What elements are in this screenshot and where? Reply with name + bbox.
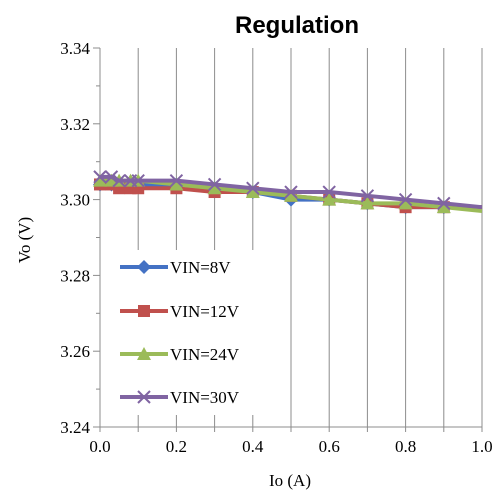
legend-entry-3: VIN=24V bbox=[120, 345, 240, 364]
data-point-x-stroke bbox=[246, 181, 260, 195]
x-tick-label: 0.2 bbox=[166, 437, 187, 456]
data-point-x bbox=[112, 173, 126, 188]
tick-labels: 3.24 3.26 3.28 3.30 3.32 3.34 0.0 0.2 0.4 0.6 0.8 1… bbox=[60, 39, 492, 456]
series-4 bbox=[93, 170, 483, 211]
chart-title: Regulation bbox=[235, 12, 359, 39]
data-point-x-stroke bbox=[112, 173, 126, 188]
data-point-x bbox=[104, 170, 119, 184]
y-tick-label: 3.24 bbox=[60, 418, 90, 437]
data-point-x-stroke bbox=[131, 173, 145, 188]
data-point-diamond bbox=[137, 260, 151, 274]
data-point-x bbox=[93, 170, 107, 184]
data-point-triangle bbox=[169, 177, 184, 191]
data-point-triangle bbox=[245, 185, 260, 199]
data-point-triangle bbox=[436, 200, 451, 214]
data-point-x-stroke bbox=[398, 192, 413, 207]
data-point-x-stroke bbox=[169, 173, 184, 188]
data-point-x-stroke bbox=[137, 390, 151, 404]
legend: VIN=8V VIN=12V VIN=24V VIN=30V bbox=[115, 250, 285, 415]
data-point-x bbox=[246, 181, 260, 195]
legend-label: VIN=24V bbox=[170, 345, 240, 364]
y-tick-label: 3.32 bbox=[60, 115, 90, 134]
series-lines bbox=[93, 170, 483, 215]
grid-lines bbox=[137, 48, 483, 427]
data-point-square bbox=[138, 305, 150, 317]
x-tick-label: 1.0 bbox=[471, 437, 492, 456]
legend-entry-1: VIN=8V bbox=[120, 258, 231, 277]
y-axis-label: Vo (V) bbox=[15, 217, 34, 263]
data-point-triangle bbox=[322, 192, 337, 206]
x-axis-label: Io (A) bbox=[269, 471, 311, 490]
legend-background bbox=[115, 250, 285, 415]
y-tick-label: 3.30 bbox=[60, 191, 90, 210]
data-point-x-stroke bbox=[437, 196, 451, 211]
axes bbox=[93, 47, 483, 432]
data-point-x bbox=[322, 185, 336, 199]
data-point-x-stroke bbox=[207, 177, 222, 192]
data-point-triangle bbox=[93, 173, 107, 187]
legend-entry-4: VIN=30V bbox=[120, 388, 240, 407]
data-point-triangle bbox=[207, 181, 222, 195]
data-point-x bbox=[137, 390, 151, 404]
data-point-x-stroke bbox=[104, 170, 119, 184]
legend-entry-2: VIN=12V bbox=[120, 302, 240, 321]
data-point-x bbox=[131, 173, 145, 188]
data-point-triangle bbox=[398, 196, 413, 210]
series-line bbox=[100, 174, 483, 210]
y-tick-label: 3.26 bbox=[60, 342, 90, 361]
y-tick-label: 3.28 bbox=[60, 266, 90, 285]
data-point-x bbox=[284, 185, 298, 199]
legend-label: VIN=12V bbox=[170, 302, 240, 321]
data-point-x-stroke bbox=[93, 170, 107, 184]
data-point-triangle bbox=[284, 188, 298, 202]
data-point-x-stroke bbox=[284, 185, 298, 199]
x-tick-label: 0.0 bbox=[89, 437, 110, 456]
data-point-triangle bbox=[137, 347, 151, 360]
x-tick-label: 0.8 bbox=[395, 437, 416, 456]
data-point-x bbox=[437, 196, 451, 211]
data-point-x bbox=[360, 189, 375, 203]
data-point-x-stroke bbox=[322, 185, 336, 199]
data-point-x bbox=[169, 173, 184, 188]
legend-label: VIN=30V bbox=[170, 388, 240, 407]
x-tick-label: 0.4 bbox=[242, 437, 264, 456]
legend-label: VIN=8V bbox=[170, 258, 231, 277]
data-point-triangle bbox=[360, 196, 375, 210]
data-point-x bbox=[207, 177, 222, 192]
data-point-x bbox=[398, 192, 413, 207]
data-point-x-stroke bbox=[360, 189, 375, 203]
y-tick-label: 3.34 bbox=[60, 39, 90, 58]
x-tick-label: 0.6 bbox=[319, 437, 340, 456]
